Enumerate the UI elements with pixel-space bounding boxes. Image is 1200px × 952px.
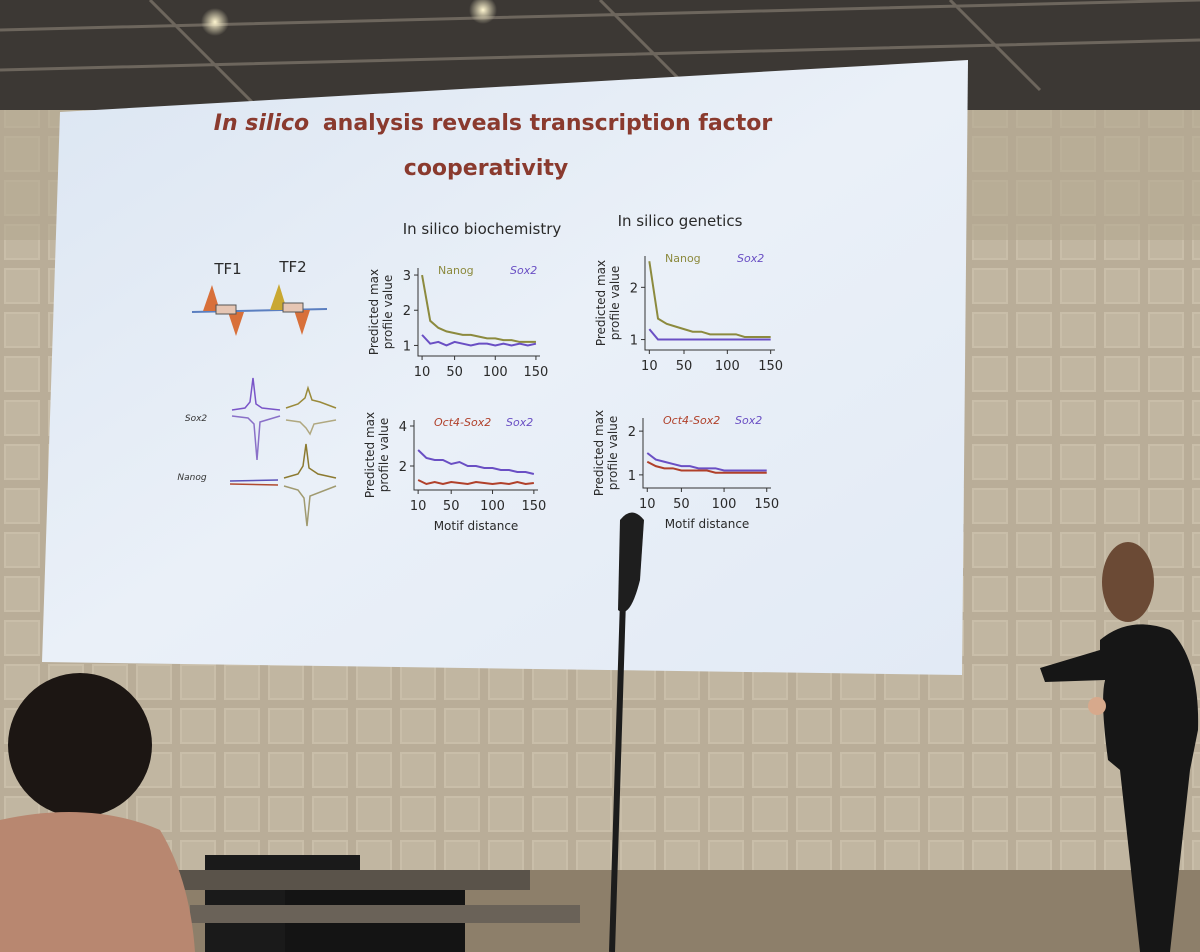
legend-entry: Sox2 <box>735 414 762 427</box>
series-line <box>646 460 767 474</box>
motif-diagram <box>191 284 328 336</box>
x-tick-label: 100 <box>712 497 737 512</box>
y-tick-label: 2 <box>399 460 407 475</box>
y-tick-label: 2 <box>630 281 638 296</box>
x-tick-label: 150 <box>754 497 779 512</box>
slide-content: In silico analysis reveals transcription… <box>177 111 783 533</box>
column-heading: In silico genetics <box>618 212 743 230</box>
x-tick-label: 100 <box>480 499 505 514</box>
series-line <box>646 452 767 472</box>
y-tick-label: 4 <box>399 420 407 435</box>
x-tick-label: 50 <box>673 497 690 512</box>
y-tick-label: 3 <box>403 269 411 284</box>
tf-label: TF1 <box>213 260 241 278</box>
row-label: Nanog <box>177 473 206 483</box>
y-tick-label: 2 <box>403 304 411 319</box>
y-tick-label: 2 <box>628 425 636 440</box>
legend-entry: Sox2 <box>737 252 764 265</box>
legend-entry: Nanog <box>665 252 701 265</box>
series-line <box>648 261 771 338</box>
x-tick-label: 50 <box>446 365 463 380</box>
ceiling-light <box>469 0 497 24</box>
y-axis-label: profile value <box>606 416 620 491</box>
x-tick-label: 10 <box>410 499 427 514</box>
axis <box>417 268 540 357</box>
legend-entry: Sox2 <box>510 264 537 277</box>
y-tick-label: 1 <box>628 469 636 484</box>
y-axis-label: profile value <box>377 418 391 493</box>
slide-title: In silico analysis reveals transcription… <box>214 111 773 136</box>
audience <box>0 673 580 952</box>
series-line <box>421 274 536 343</box>
y-axis-label: Predicted max <box>594 260 608 346</box>
title-italic: In silico <box>214 111 309 136</box>
legend-entry: Oct4-Sox2 <box>663 414 720 427</box>
row-label: Sox2 <box>185 414 208 424</box>
profile-traces <box>229 377 337 527</box>
column-heading: In silico biochemistry <box>403 220 562 238</box>
y-axis-label: Predicted max <box>592 410 606 496</box>
tf-label: TF2 <box>278 258 306 276</box>
legend-entry: Oct4-Sox2 <box>434 416 491 429</box>
y-tick-label: 1 <box>630 334 638 349</box>
axis <box>413 420 538 491</box>
x-tick-label: 150 <box>521 499 546 514</box>
y-tick-label: 1 <box>403 339 411 354</box>
series-line <box>648 328 771 341</box>
x-tick-label: 50 <box>676 359 693 374</box>
ceiling-light <box>201 8 229 36</box>
x-axis-label: Motif distance <box>434 519 519 533</box>
y-axis-label: profile value <box>381 275 395 350</box>
y-axis-label: Predicted max <box>363 412 377 498</box>
slide <box>42 60 968 675</box>
x-tick-label: 10 <box>639 497 656 512</box>
series-line <box>417 449 535 475</box>
x-tick-label: 150 <box>758 359 783 374</box>
x-tick-label: 10 <box>641 359 658 374</box>
title-text: analysis reveals transcription factor <box>323 111 773 136</box>
microphone <box>609 512 644 952</box>
x-tick-label: 100 <box>483 365 508 380</box>
legend-entry: Sox2 <box>506 416 533 429</box>
x-tick-label: 10 <box>414 365 431 380</box>
series-line <box>421 334 537 347</box>
x-tick-label: 50 <box>443 499 460 514</box>
presenter <box>1040 542 1199 952</box>
axis <box>642 418 771 489</box>
x-tick-label: 150 <box>524 365 549 380</box>
x-axis-label: Motif distance <box>665 517 750 531</box>
series-line <box>417 479 534 486</box>
legend-entry: Nanog <box>438 264 474 277</box>
y-axis-label: profile value <box>608 266 622 341</box>
x-tick-label: 100 <box>715 359 740 374</box>
y-axis-label: Predicted max <box>367 269 381 355</box>
slide-title: cooperativity <box>404 156 568 181</box>
